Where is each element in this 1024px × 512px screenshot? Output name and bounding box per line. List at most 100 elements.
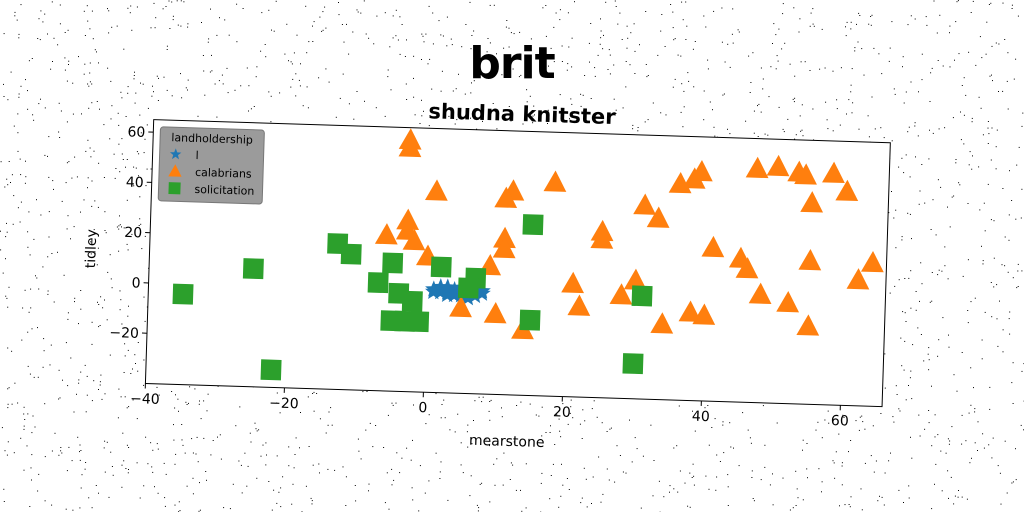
- noise-speck: [79, 507, 81, 509]
- noise-speck: [721, 7, 723, 9]
- square-point: [430, 256, 452, 278]
- noise-speck: [147, 393, 149, 395]
- noise-speck: [764, 133, 766, 135]
- noise-speck: [582, 409, 584, 411]
- noise-speck: [199, 482, 200, 484]
- noise-speck: [50, 344, 52, 346]
- noise-speck: [1016, 287, 1018, 289]
- noise-speck: [704, 407, 706, 409]
- noise-speck: [78, 379, 80, 381]
- noise-speck: [689, 472, 691, 474]
- noise-speck: [949, 32, 950, 34]
- noise-speck: [91, 507, 93, 509]
- triangle-point: [633, 193, 657, 215]
- noise-speck: [846, 113, 847, 115]
- noise-speck: [1017, 263, 1019, 265]
- noise-speck: [258, 429, 260, 431]
- noise-speck: [270, 95, 272, 97]
- noise-speck: [997, 345, 999, 347]
- noise-speck: [466, 431, 468, 433]
- noise-speck: [412, 499, 414, 501]
- noise-speck: [751, 477, 753, 478]
- noise-speck: [126, 199, 128, 201]
- noise-speck: [48, 236, 50, 238]
- noise-speck: [72, 82, 74, 84]
- noise-speck: [713, 10, 715, 12]
- noise-speck: [904, 312, 906, 314]
- noise-speck: [844, 504, 846, 506]
- noise-speck: [972, 0, 974, 2]
- noise-speck: [889, 292, 891, 294]
- noise-speck: [971, 168, 973, 170]
- noise-speck: [953, 374, 955, 376]
- noise-speck: [969, 462, 971, 464]
- noise-speck: [794, 138, 796, 140]
- noise-speck: [605, 1, 607, 3]
- noise-speck: [929, 301, 931, 303]
- noise-speck: [13, 452, 15, 454]
- noise-speck: [224, 19, 226, 21]
- noise-speck: [928, 158, 930, 160]
- noise-speck: [108, 32, 110, 34]
- noise-speck: [455, 88, 457, 90]
- noise-speck: [129, 12, 131, 14]
- noise-speck: [1001, 264, 1003, 266]
- noise-speck: [109, 138, 111, 140]
- noise-speck: [339, 97, 341, 99]
- noise-speck: [757, 105, 758, 107]
- noise-speck: [924, 428, 926, 430]
- noise-speck: [120, 299, 122, 301]
- noise-speck: [328, 411, 330, 413]
- noise-speck: [127, 92, 129, 94]
- noise-speck: [91, 400, 93, 402]
- noise-speck: [180, 0, 182, 2]
- figure-title: brit: [469, 38, 555, 89]
- noise-speck: [363, 0, 365, 2]
- noise-speck: [87, 187, 88, 189]
- noise-speck: [288, 60, 289, 62]
- noise-speck: [168, 0, 170, 2]
- noise-speck: [722, 94, 724, 96]
- noise-speck: [91, 343, 93, 345]
- noise-speck: [757, 136, 759, 137]
- noise-speck: [250, 441, 252, 443]
- noise-speck: [804, 61, 806, 63]
- noise-speck: [174, 407, 176, 409]
- noise-speck: [569, 412, 571, 414]
- noise-speck: [949, 66, 951, 68]
- noise-speck: [518, 76, 520, 78]
- noise-speck: [387, 69, 389, 71]
- noise-speck: [107, 8, 108, 10]
- noise-speck: [883, 137, 885, 139]
- noise-speck: [899, 410, 901, 412]
- noise-speck: [678, 405, 680, 407]
- noise-speck: [203, 437, 205, 439]
- noise-speck: [737, 29, 739, 31]
- noise-speck: [982, 263, 984, 265]
- noise-speck: [447, 499, 449, 501]
- noise-speck: [140, 223, 142, 225]
- noise-speck: [967, 259, 969, 261]
- noise-speck: [276, 402, 278, 404]
- noise-speck: [914, 122, 916, 124]
- noise-speck: [271, 29, 272, 31]
- noise-speck: [70, 357, 72, 359]
- noise-speck: [903, 102, 905, 104]
- noise-speck: [214, 83, 216, 85]
- noise-speck: [877, 500, 879, 502]
- noise-speck: [663, 496, 665, 498]
- star-point: [438, 285, 456, 303]
- star-point: [439, 278, 457, 295]
- noise-speck: [104, 393, 106, 395]
- noise-speck: [334, 469, 336, 471]
- noise-speck: [511, 113, 512, 115]
- noise-speck: [295, 437, 297, 439]
- noise-speck: [89, 81, 91, 83]
- noise-speck: [841, 484, 843, 486]
- noise-speck: [384, 502, 386, 504]
- noise-speck: [652, 102, 654, 104]
- noise-speck: [124, 343, 126, 345]
- triangle-point: [609, 283, 633, 305]
